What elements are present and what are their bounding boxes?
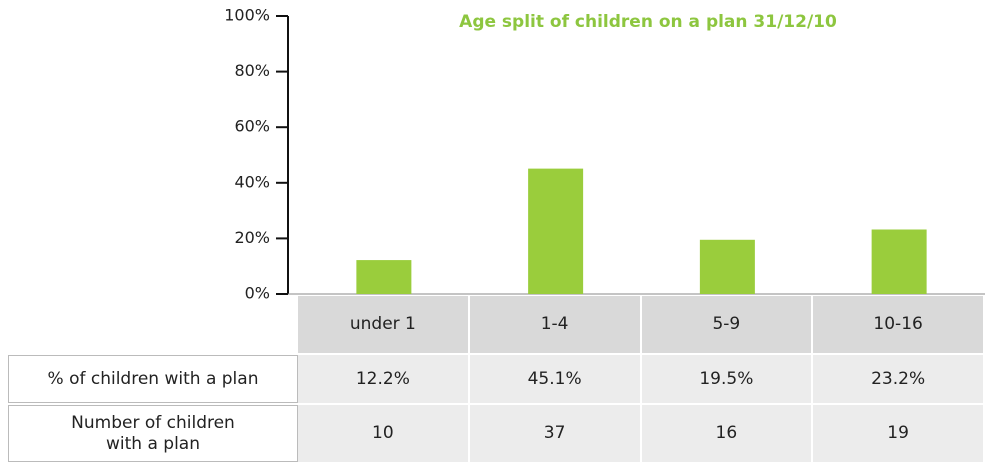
category-header: under 1 — [298, 296, 470, 353]
value-cell: 45.1% — [469, 355, 642, 403]
row-label: Number of children with a plan — [8, 405, 298, 462]
value-cell: 23.2% — [813, 355, 985, 403]
bar — [356, 260, 412, 294]
category-header: 10-16 — [813, 296, 985, 353]
bar — [871, 229, 927, 294]
y-tick-label: 40% — [234, 172, 270, 191]
count-cell: 10 — [298, 405, 470, 462]
y-tick-label: 0% — [245, 284, 270, 303]
value-cell: 19.5% — [641, 355, 814, 403]
bar — [528, 168, 584, 294]
y-tick-label: 100% — [224, 6, 270, 25]
count-cell: 37 — [469, 405, 642, 462]
y-tick-label: 20% — [234, 228, 270, 247]
y-tick-label: 60% — [234, 117, 270, 136]
y-tick-label: 80% — [234, 61, 270, 80]
row-label: % of children with a plan — [8, 355, 298, 403]
count-cell: 19 — [813, 405, 985, 462]
category-header: 5-9 — [641, 296, 814, 353]
bar — [699, 239, 755, 294]
chart-title: Age split of children on a plan 31/12/10 — [459, 12, 837, 32]
count-cell: 16 — [641, 405, 814, 462]
value-cell: 12.2% — [298, 355, 470, 403]
category-header: 1-4 — [469, 296, 642, 353]
